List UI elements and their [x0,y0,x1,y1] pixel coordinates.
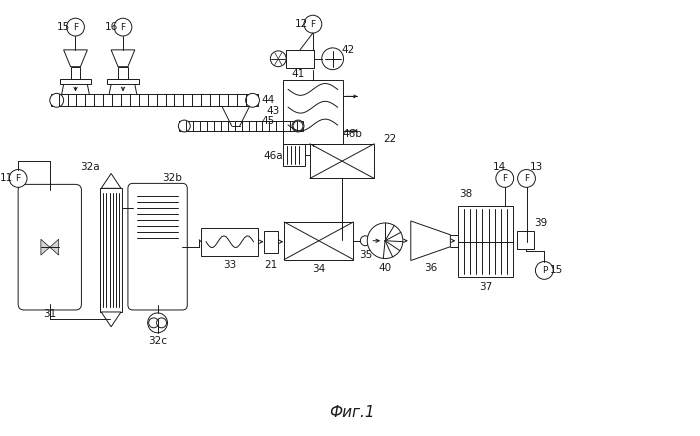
Circle shape [360,236,370,246]
Circle shape [536,262,553,279]
Bar [100,188,122,312]
Text: 16: 16 [104,22,118,32]
Bar [71,67,80,78]
Text: 39: 39 [533,218,547,228]
Polygon shape [64,50,88,67]
Text: 44: 44 [262,95,275,106]
Text: Фиг.1: Фиг.1 [330,405,375,420]
Bar [265,231,279,252]
FancyBboxPatch shape [128,184,188,310]
Circle shape [292,120,304,132]
Circle shape [496,170,514,187]
Bar [118,67,128,78]
Bar [284,144,305,166]
Text: 32b: 32b [162,174,183,184]
Text: 21: 21 [265,260,278,270]
Text: 46a: 46a [263,151,283,161]
Bar [517,231,534,249]
Circle shape [246,93,260,107]
Circle shape [293,121,303,131]
Circle shape [50,93,64,107]
Text: F: F [524,174,529,183]
Text: 13: 13 [530,162,543,172]
Circle shape [178,120,190,132]
Text: 38: 38 [460,189,473,199]
Circle shape [304,15,322,33]
Text: F: F [73,23,78,31]
Text: 32c: 32c [148,336,167,346]
Bar [458,206,512,277]
Polygon shape [41,239,50,255]
Circle shape [66,18,85,36]
Text: 36: 36 [424,263,438,273]
Text: F: F [310,20,316,29]
Circle shape [157,318,167,328]
Text: 42: 42 [342,45,355,55]
Circle shape [148,318,159,328]
Text: 41: 41 [291,68,304,78]
Bar [51,94,258,106]
Polygon shape [411,221,450,261]
Text: 22: 22 [384,134,397,144]
Circle shape [517,170,536,187]
Text: 43: 43 [267,106,280,116]
Text: P: P [542,266,547,275]
Bar [286,50,314,68]
Text: 31: 31 [43,309,57,319]
Circle shape [322,48,344,70]
Bar [284,79,342,144]
Text: F: F [15,174,21,183]
Text: 32a: 32a [80,162,100,172]
Polygon shape [102,174,121,188]
Bar [60,78,91,85]
Text: 34: 34 [312,264,326,274]
Text: 15: 15 [57,22,70,32]
Circle shape [148,313,167,333]
Text: 33: 33 [223,260,237,270]
Text: F: F [120,23,125,31]
Text: 14: 14 [494,162,506,172]
Text: 46b: 46b [342,129,363,139]
Bar [201,228,258,255]
Text: 15: 15 [550,266,563,276]
Bar [310,144,375,178]
Circle shape [9,170,27,187]
Polygon shape [102,312,121,327]
Polygon shape [111,50,135,67]
Text: F: F [502,174,508,183]
Bar [284,222,354,259]
Text: 37: 37 [479,282,492,292]
Text: 35: 35 [358,249,372,259]
Polygon shape [50,239,59,255]
Bar [179,121,303,131]
Text: 40: 40 [379,263,391,273]
Text: 11: 11 [0,174,13,184]
Circle shape [368,223,403,259]
Circle shape [114,18,132,36]
Circle shape [270,51,286,67]
FancyBboxPatch shape [18,184,81,310]
Text: 45: 45 [262,116,275,126]
Text: 12: 12 [295,19,307,29]
Bar [107,78,139,85]
